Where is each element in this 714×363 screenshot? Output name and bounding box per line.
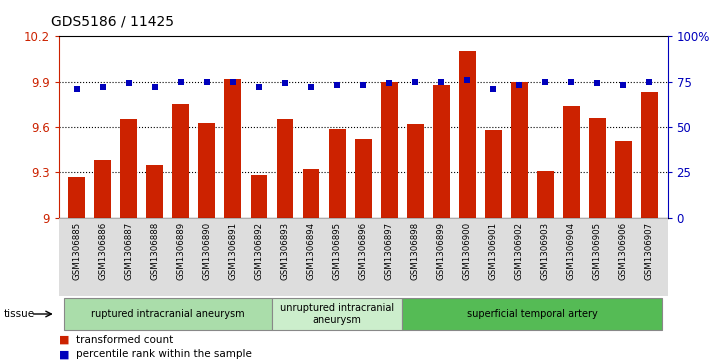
Text: GSM1306885: GSM1306885 [72,222,81,280]
Text: GSM1306899: GSM1306899 [437,222,446,280]
Bar [615,141,632,218]
Text: GDS5186 / 11425: GDS5186 / 11425 [51,15,174,29]
Bar [537,171,554,218]
Text: GSM1306893: GSM1306893 [281,222,289,280]
Bar [276,119,293,218]
Bar [458,52,476,218]
Text: ■: ■ [59,349,69,359]
Text: GSM1306890: GSM1306890 [202,222,211,280]
Text: GSM1306901: GSM1306901 [488,222,498,280]
Text: GSM1306889: GSM1306889 [176,222,186,280]
Bar [172,105,189,218]
Bar [485,130,502,218]
Text: GSM1306892: GSM1306892 [254,222,263,280]
Text: GSM1306895: GSM1306895 [333,222,341,280]
Bar [355,139,371,218]
Bar [511,82,528,218]
Text: tissue: tissue [4,309,35,319]
Text: GSM1306891: GSM1306891 [228,222,238,280]
Bar [94,160,111,218]
Bar [563,106,580,218]
Bar [328,129,346,218]
Text: GSM1306903: GSM1306903 [540,222,550,280]
Text: GSM1306898: GSM1306898 [411,222,420,280]
Bar [641,92,658,218]
Text: ruptured intracranial aneurysm: ruptured intracranial aneurysm [91,309,245,319]
Text: GSM1306905: GSM1306905 [593,222,602,280]
Text: GSM1306907: GSM1306907 [645,222,654,280]
Text: GSM1306902: GSM1306902 [515,222,524,280]
Text: percentile rank within the sample: percentile rank within the sample [76,349,252,359]
Bar [303,170,319,218]
Bar [402,298,663,330]
Text: GSM1306888: GSM1306888 [151,222,159,280]
Bar [407,124,423,218]
Text: GSM1306887: GSM1306887 [124,222,134,280]
Text: GSM1306896: GSM1306896 [358,222,368,280]
Bar [69,177,85,218]
Text: ■: ■ [59,335,69,345]
Text: superficial temporal artery: superficial temporal artery [467,309,598,319]
Bar [224,79,241,218]
Bar [146,165,164,218]
Text: GSM1306904: GSM1306904 [567,222,575,280]
Text: transformed count: transformed count [76,335,174,345]
Bar [64,298,272,330]
Text: GSM1306897: GSM1306897 [385,222,393,280]
Bar [433,85,450,218]
Bar [272,298,402,330]
Bar [251,175,268,218]
Text: GSM1306894: GSM1306894 [306,222,316,280]
Text: GSM1306900: GSM1306900 [463,222,472,280]
Bar [381,82,398,218]
Text: GSM1306906: GSM1306906 [619,222,628,280]
Bar [198,123,216,218]
Text: unruptured intracranial
aneurysm: unruptured intracranial aneurysm [280,303,394,325]
Text: GSM1306886: GSM1306886 [99,222,107,280]
Bar [121,119,137,218]
Bar [589,118,605,218]
